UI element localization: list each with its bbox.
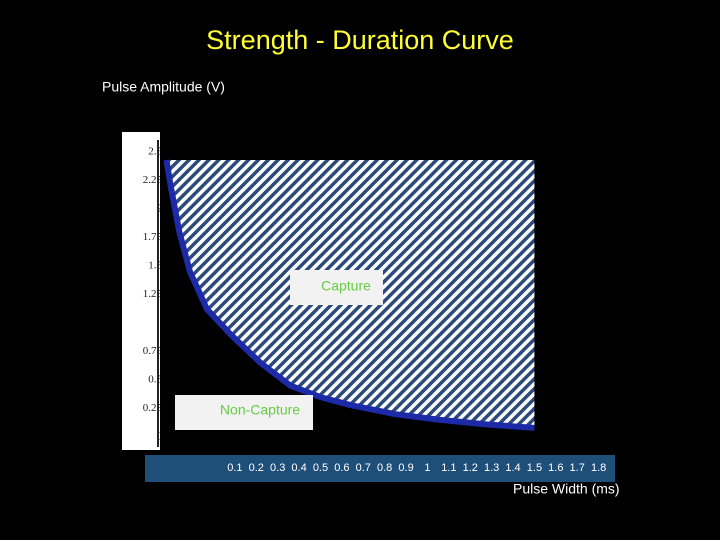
x-tick-label: 1.2: [463, 462, 478, 474]
x-tick-label: 1.8: [591, 462, 606, 474]
y-tick-label: 1.5: [148, 260, 162, 272]
y-axis-title: Pulse Amplitude (V): [102, 79, 225, 95]
x-tick-label: 1.4: [505, 462, 520, 474]
annotation-box: [290, 270, 383, 305]
x-tick-label: 1: [424, 462, 430, 474]
x-tick-label: 0.2: [249, 462, 264, 474]
x-tick-label: 0.5: [313, 462, 328, 474]
x-axis-title: Pulse Width (ms): [513, 481, 620, 497]
x-tick-label: 0.9: [398, 462, 413, 474]
y-tick-label: 0.75: [143, 345, 163, 357]
x-tick-label: 1.7: [570, 462, 585, 474]
y-tick-label: 2: [157, 203, 163, 215]
curve: [163, 159, 535, 431]
x-tick-label: 0.1: [227, 462, 242, 474]
y-tick-label: 2.5: [148, 146, 162, 158]
y-tick-label: 0.25: [143, 402, 163, 414]
x-tick-label: 1.5: [527, 462, 542, 474]
x-tick-label: 0.8: [377, 462, 392, 474]
y-tick-label: 0: [157, 431, 163, 443]
x-tick-label: 0.3: [270, 462, 285, 474]
x-tick-label: 0.7: [356, 462, 371, 474]
annotation-box: [175, 395, 313, 430]
x-tick-label: 1.1: [441, 462, 456, 474]
y-tick-label: 1.75: [143, 231, 163, 243]
x-tick-label: 1.6: [548, 462, 563, 474]
y-tick-label: 1.25: [143, 288, 163, 300]
y-tick-label: 2.25: [143, 174, 163, 186]
y-tick-labels: 0 0.25 0.5 0.75 1.25 1.5 1.75 2 2.25 2.5: [143, 146, 163, 443]
x-tick-label: 0.4: [291, 462, 306, 474]
annotation: Non-Capture: [220, 402, 300, 418]
x-tick-label: 1.3: [484, 462, 499, 474]
x-tick-label: 0.6: [334, 462, 349, 474]
chart-title: Strength - Duration Curve: [206, 25, 514, 55]
y-tick-label: 0.5: [148, 374, 162, 386]
x-axis-band: [145, 455, 615, 482]
y-axis-panel: [122, 132, 160, 450]
annotation: Capture: [321, 278, 371, 294]
